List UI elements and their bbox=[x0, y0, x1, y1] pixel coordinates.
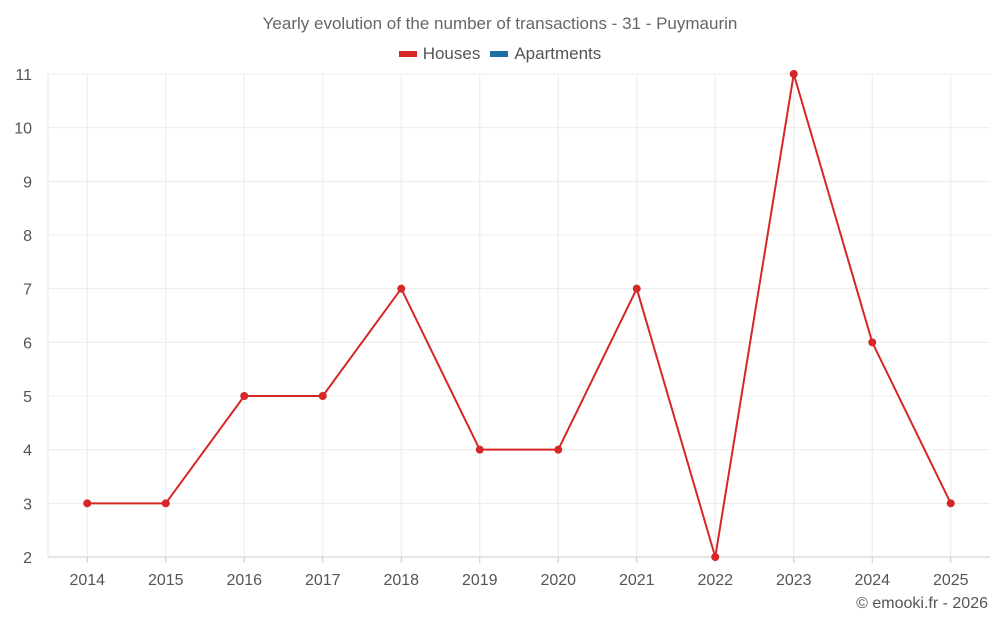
data-point bbox=[475, 445, 484, 454]
chart-legend: Houses Apartments bbox=[0, 44, 1000, 64]
x-tick-label: 2015 bbox=[148, 572, 184, 589]
y-tick-label: 5 bbox=[23, 389, 32, 406]
y-tick-label: 6 bbox=[23, 335, 32, 352]
y-tick-label: 10 bbox=[14, 121, 32, 138]
data-point bbox=[632, 284, 641, 293]
x-tick-label: 2019 bbox=[462, 572, 498, 589]
y-tick-label: 4 bbox=[23, 443, 32, 460]
legend-swatch-apartments bbox=[490, 51, 509, 57]
x-tick-label: 2014 bbox=[69, 572, 105, 589]
y-tick-label: 2 bbox=[23, 550, 32, 567]
x-tick-label: 2017 bbox=[305, 572, 341, 589]
data-point bbox=[240, 392, 249, 400]
chart-title: Yearly evolution of the number of transa… bbox=[262, 14, 738, 33]
y-tick-label: 3 bbox=[23, 496, 32, 513]
x-tick-label: 2018 bbox=[383, 572, 419, 589]
legend-swatch-houses bbox=[398, 51, 417, 57]
x-tick-label: 2020 bbox=[540, 572, 576, 589]
y-tick-label: 8 bbox=[23, 228, 32, 245]
series-line-houses bbox=[87, 73, 952, 558]
data-point bbox=[83, 499, 92, 508]
x-tick-label: 2022 bbox=[697, 572, 733, 589]
legend-item-apartments[interactable]: Apartments bbox=[490, 44, 601, 64]
data-point bbox=[554, 445, 563, 454]
legend-label-apartments: Apartments bbox=[514, 44, 602, 63]
legend-label-houses: Houses bbox=[422, 44, 481, 63]
y-tick-label: 7 bbox=[23, 282, 32, 299]
x-tick-label: 2023 bbox=[776, 572, 812, 589]
copyright-credit: © emooki.fr - 2026 bbox=[856, 595, 988, 612]
data-point bbox=[711, 553, 720, 561]
x-tick-label: 2016 bbox=[226, 572, 262, 589]
data-point bbox=[318, 392, 327, 400]
data-point bbox=[397, 284, 406, 293]
y-tick-label: 9 bbox=[23, 174, 32, 191]
x-tick-label: 2025 bbox=[933, 572, 969, 589]
data-point bbox=[946, 499, 955, 508]
legend-item-houses[interactable]: Houses bbox=[398, 44, 481, 64]
data-point bbox=[868, 338, 877, 347]
data-point bbox=[161, 499, 170, 508]
x-tick-label: 2024 bbox=[854, 572, 890, 589]
x-tick-label: 2021 bbox=[619, 572, 655, 589]
y-tick-label: 11 bbox=[15, 67, 32, 84]
data-point bbox=[789, 70, 798, 78]
